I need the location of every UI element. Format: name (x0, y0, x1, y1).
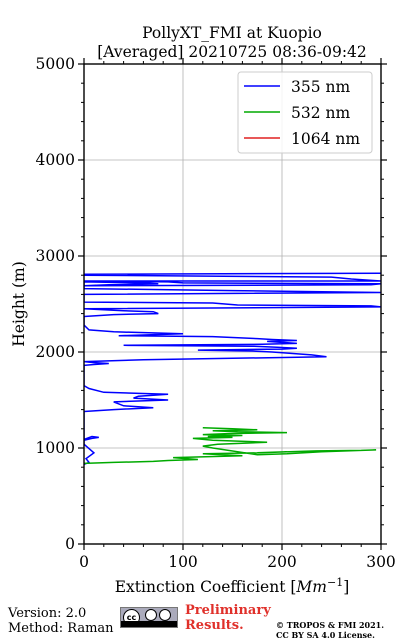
y-tick-label: 5000 (36, 55, 75, 73)
x-tick-label: 100 (168, 553, 198, 571)
y-tick-label: 4000 (36, 151, 75, 169)
y-tick-label: 3000 (36, 247, 75, 265)
x-axis-label-close: ] (343, 578, 349, 596)
sa-icon (159, 609, 171, 621)
x-axis-label-exponent: −1 (327, 576, 343, 589)
x-tick-label: 0 (79, 553, 89, 571)
legend-label-532nm: 532 nm (291, 104, 350, 122)
copyright-line-1: © TROPOS & FMI 2021. (276, 620, 385, 630)
copyright-line-2: CC BY SA 4.0 License. (276, 630, 375, 640)
by-icon (145, 609, 157, 621)
x-axis-label: Extinction Coefficient [Mm−1] (115, 576, 350, 596)
y-tick-label: 0 (65, 535, 75, 553)
y-tick-label: 1000 (36, 439, 75, 457)
y-axis-label: Height (m) (10, 261, 28, 347)
series-line-355-nm (84, 272, 381, 466)
preliminary-line-1: Preliminary (185, 603, 271, 618)
legend-label-355nm: 355 nm (291, 78, 350, 96)
version-text: Version: 2.0 (8, 606, 87, 621)
x-tick-label: 300 (366, 553, 396, 571)
chart-subtitle: [Averaged] 20210725 08:36-09:42 (97, 43, 367, 61)
cc-license-logo: cc (120, 607, 178, 628)
footer-info: Version: 2.0 Method: Raman (8, 606, 114, 636)
legend-box (237, 71, 373, 154)
plot-lines (84, 272, 381, 466)
y-tick-label: 2000 (36, 343, 75, 361)
x-axis-label-text: Extinction Coefficient [ (115, 578, 297, 596)
method-text: Method: Raman (8, 621, 114, 636)
preliminary-results-note: Preliminary Results. (185, 603, 271, 633)
legend-label-1064nm: 1064 nm (291, 130, 360, 148)
license-band (121, 621, 177, 627)
axis-ticks (78, 58, 387, 550)
extinction-profile-chart: PollyXT_FMI at Kuopio [Averaged] 2021072… (10, 24, 396, 596)
preliminary-line-2: Results. (185, 618, 244, 633)
x-tick-label: 200 (267, 553, 297, 571)
chart-title: PollyXT_FMI at Kuopio (142, 24, 322, 42)
series-line-532-nm (84, 427, 377, 465)
x-axis-label-unit: Mm (295, 578, 327, 596)
plot-frame (83, 63, 382, 545)
copyright-notice: © TROPOS & FMI 2021. CC BY SA 4.0 Licens… (276, 620, 384, 640)
legend: 355 nm 532 nm 1064 nm (237, 71, 373, 154)
